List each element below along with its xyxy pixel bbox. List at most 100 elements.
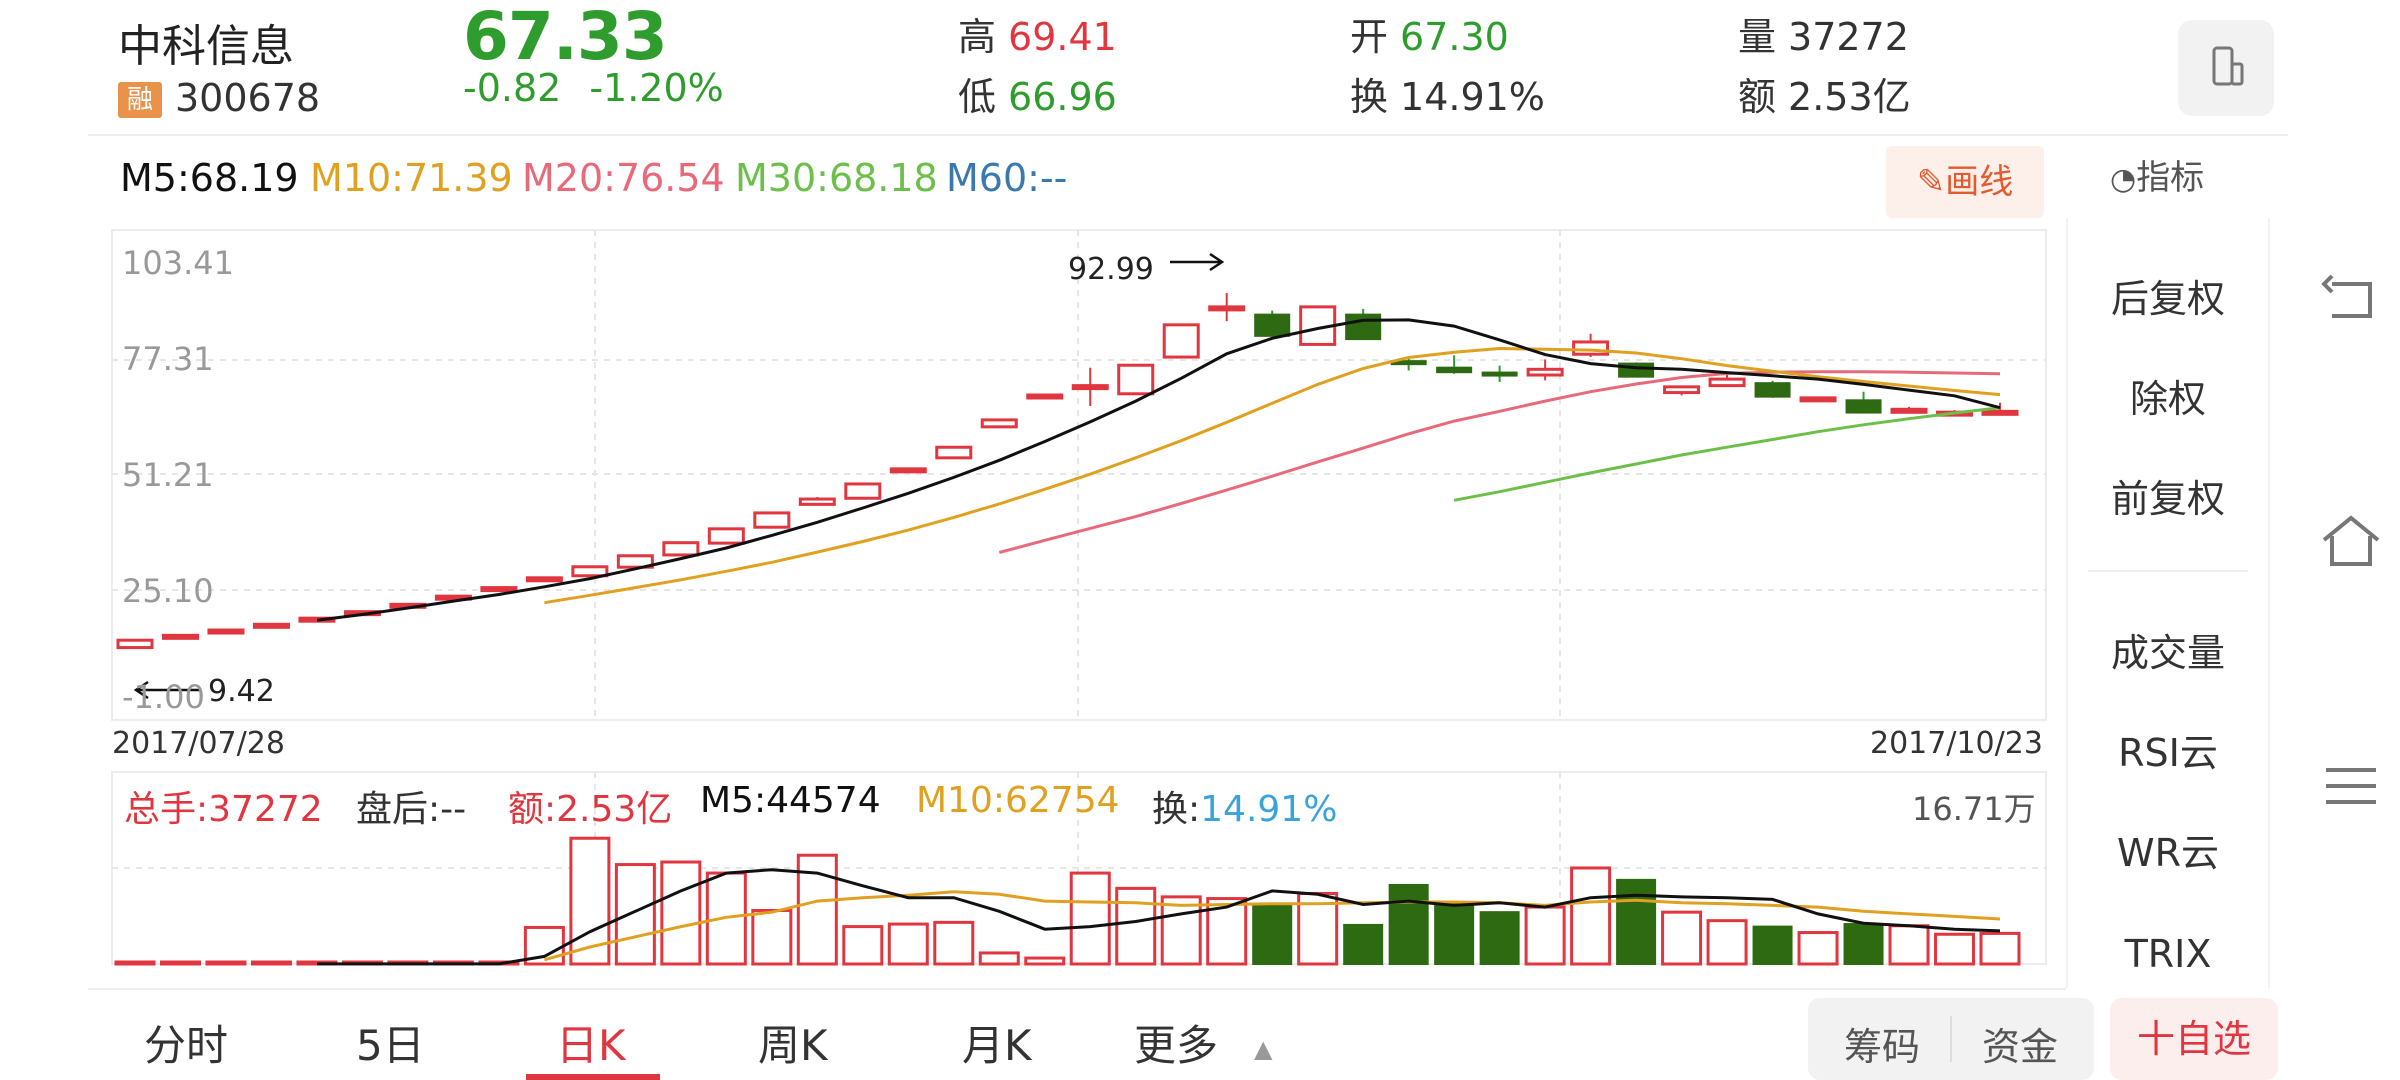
volume-bar-11 [614, 863, 656, 966]
candle-29 [1436, 366, 1473, 374]
vol-ma10: M10:62754 [916, 780, 1120, 821]
candle-14 [753, 511, 791, 529]
menu-icon[interactable] [2318, 756, 2384, 816]
home-icon[interactable] [2318, 510, 2384, 570]
side-item-rsi[interactable]: RSI云 [2118, 731, 2218, 775]
pencil-icon: ✎ [1916, 162, 1946, 202]
vol-ma5: M5:44574 [700, 780, 881, 821]
ma5-legend: M5:68.19 [120, 156, 299, 200]
stock-code: 300678 [175, 76, 321, 120]
volume-bar-27 [1343, 923, 1384, 965]
side-item-wr[interactable]: WR云 [2117, 831, 2219, 875]
y-tick-1: 103.41 [122, 244, 234, 282]
vol-turnover: 换:14.91% [1152, 780, 1337, 832]
side-item-trix[interactable]: TRIX [2124, 932, 2212, 976]
candle-22 [1117, 363, 1155, 396]
candle-35 [1708, 377, 1746, 388]
chips-button[interactable]: 筹码 [1844, 1025, 1921, 1069]
vol-total: 总手:37272 [124, 789, 323, 830]
volume-bar-17 [887, 922, 929, 966]
ma20-legend: M20:76.54 [522, 156, 725, 200]
tab-weekly-k[interactable]: 周K [758, 1021, 828, 1070]
side-item-pre-adjusted[interactable]: 前复权 [2110, 477, 2225, 521]
volume-bar-39 [1888, 924, 1930, 966]
high-price: 高 69.41 [958, 6, 1117, 61]
candle-20 [1026, 393, 1064, 400]
volume-bar-30 [1479, 911, 1520, 966]
tab-daily-k[interactable]: 日K [556, 1021, 626, 1070]
change-percent: -1.20% [589, 66, 724, 110]
draw-line-label: 画线 [1945, 162, 2014, 202]
tab-more-label: 更多 [1134, 1021, 1219, 1070]
candle-34 [1663, 385, 1701, 395]
tab-5day[interactable]: 5日 [356, 1021, 425, 1070]
volume-bar-3 [250, 960, 292, 966]
y-tick-4: 25.10 [122, 572, 214, 610]
low-marker-arrow [133, 680, 200, 700]
volume-bar-19 [978, 951, 1020, 966]
volume-bar-40 [1934, 932, 1976, 966]
candle-8 [480, 586, 518, 593]
candle-19 [980, 418, 1018, 429]
vol-after-hours: 盘后:-- [356, 789, 467, 830]
volume-bar-23 [1160, 895, 1202, 966]
open-label: 开 [1350, 15, 1389, 59]
turnover-rate: 换 14.91% [1350, 66, 1545, 121]
high-marker-arrow [1170, 252, 1225, 272]
candle-26 [1299, 305, 1337, 346]
back-icon[interactable] [2318, 270, 2384, 330]
candle-13 [707, 527, 745, 545]
candle-10 [571, 565, 609, 578]
candlestick-chart[interactable] [0, 0, 2060, 990]
vol-ma5-line [317, 868, 2001, 966]
ma30-line [1453, 406, 2001, 502]
candle-27 [1345, 313, 1382, 341]
side-item-post-adjusted[interactable]: 后复权 [2110, 277, 2225, 321]
candle-12 [662, 541, 700, 557]
volume-bar-34 [1661, 910, 1703, 966]
candle-15 [798, 497, 836, 506]
side-item-volume[interactable]: 成交量 [2110, 631, 2225, 675]
candle-3 [252, 622, 290, 629]
volume-bar-36 [1752, 925, 1793, 965]
indicator-button[interactable]: ◔指标 [2110, 150, 2204, 199]
triangle-up-icon: ▲ [1254, 1034, 1273, 1063]
rotate-screen-button[interactable] [2178, 20, 2274, 116]
candle-37 [1799, 396, 1837, 403]
volume-bar-37 [1797, 931, 1839, 966]
y-tick-3: 51.21 [122, 456, 214, 494]
candle-23 [1162, 323, 1200, 359]
tab-more[interactable]: 更多 ▲ [1134, 1012, 1272, 1073]
change-amount: -0.82 [463, 66, 562, 110]
candle-41 [1981, 409, 2019, 416]
gauge-icon: ◔ [2110, 162, 2137, 197]
tab-monthly-k[interactable]: 月K [962, 1021, 1032, 1070]
high-price-marker: 92.99 [1068, 252, 1154, 287]
adjustment-side-menu: 后复权 除权 前复权 成交量 RSI云 WR云 TRIX [2066, 218, 2270, 988]
y-tick-5: -1.00 [122, 678, 205, 716]
volume-bar-26 [1297, 891, 1339, 966]
candle-0 [116, 638, 154, 650]
vol-turnover-label: 换: [1152, 789, 1201, 830]
low-value: 66.96 [1008, 75, 1117, 119]
chart-start-date: 2017/07/28 [112, 726, 285, 761]
candle-2 [207, 628, 245, 635]
volume-bar-29 [1434, 900, 1475, 965]
margin-badge: 融 [118, 82, 162, 118]
volume-bar-18 [933, 920, 975, 966]
low-price-marker: 9.42 [208, 674, 275, 709]
draw-line-button[interactable]: ✎画线 [1886, 146, 2044, 218]
vol-max-label: 16.71万 [1912, 790, 2036, 828]
candle-16 [844, 482, 882, 500]
current-price: 67.33 [463, 0, 668, 75]
stock-name: 中科信息 [118, 21, 294, 72]
low-price: 低 66.96 [958, 66, 1117, 121]
funds-button[interactable]: 资金 [1982, 1025, 2059, 1069]
button-separator [1950, 1016, 1952, 1062]
candle-11 [616, 554, 654, 569]
tab-intraday[interactable]: 分时 [144, 1021, 229, 1070]
high-label: 高 [958, 15, 997, 59]
volume-bar-2 [205, 960, 247, 966]
side-item-ex-rights[interactable]: 除权 [2129, 377, 2206, 421]
add-favorite-button[interactable]: 十自选 [2110, 998, 2278, 1080]
